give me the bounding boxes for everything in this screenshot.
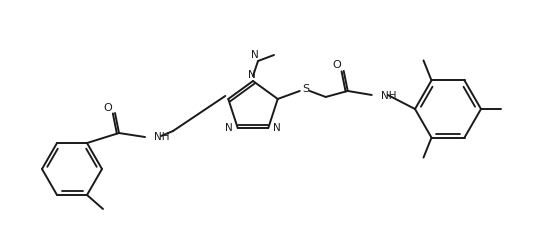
- Text: N: N: [273, 123, 281, 132]
- Text: O: O: [332, 60, 341, 70]
- Text: N: N: [225, 123, 232, 132]
- Text: N: N: [248, 70, 256, 80]
- Text: N: N: [251, 50, 259, 60]
- Text: NH: NH: [154, 131, 169, 141]
- Text: S: S: [302, 84, 309, 94]
- Text: O: O: [104, 103, 112, 113]
- Text: NH: NH: [381, 91, 396, 101]
